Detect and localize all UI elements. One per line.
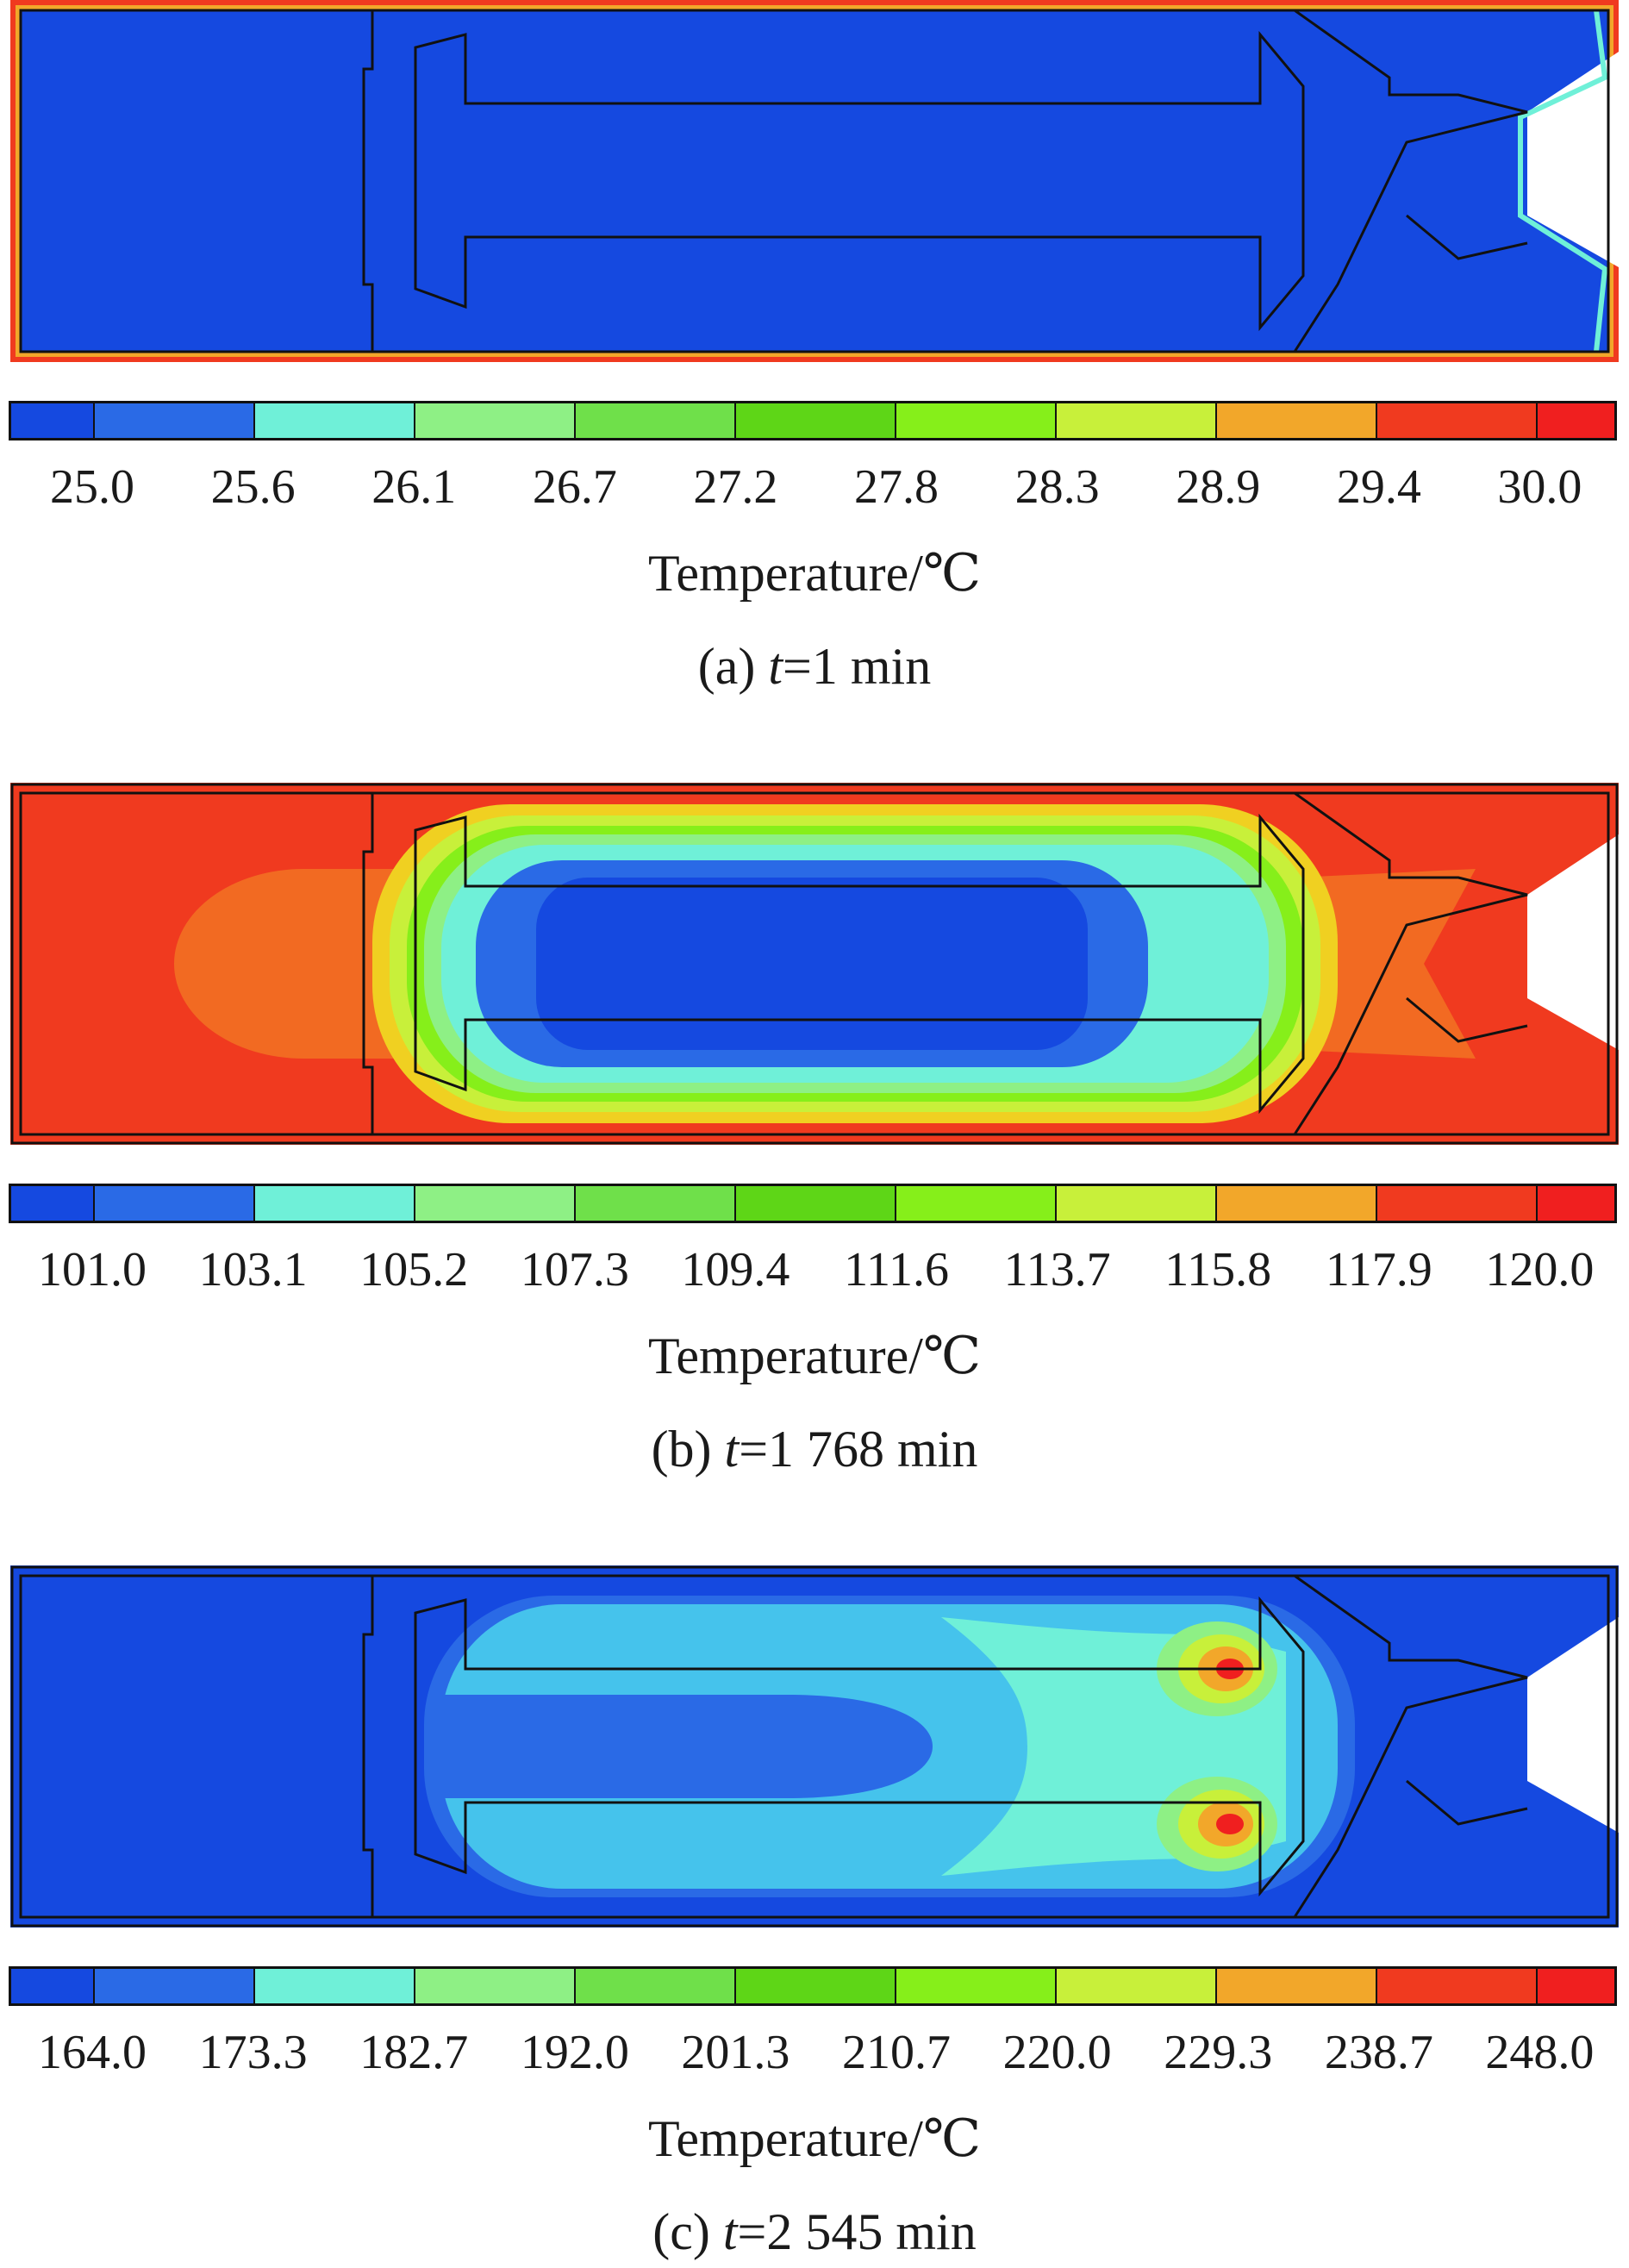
tick-label: 27.2 (693, 460, 778, 514)
colorbar-segment (1537, 1969, 1614, 2003)
tick-label: 25.6 (210, 460, 296, 514)
temperature-contour-c (10, 1565, 1619, 1927)
tick-label: 248.0 (1485, 2026, 1595, 2079)
colorbar-ticks-b: 101.0 103.1 105.2 107.3 109.4 111.6 113.… (9, 1240, 1617, 1300)
tick-label: 107.3 (520, 1243, 629, 1296)
colorbar-segment (415, 403, 576, 438)
caption-c: (c) t=2 545 min (0, 2202, 1629, 2262)
tick-label: 28.3 (1014, 460, 1100, 514)
tick-label: 105.2 (359, 1243, 469, 1296)
tick-label: 25.0 (50, 460, 135, 514)
tick-label: 26.1 (371, 460, 457, 514)
colorbar-segment (94, 403, 255, 438)
colorbar-segment (575, 403, 736, 438)
colorbar-segment (1376, 403, 1538, 438)
colorbar-segment (896, 403, 1057, 438)
tick-label: 164.0 (38, 2026, 147, 2079)
colorbar-unit-label-b: Temperature/℃ (647, 1328, 982, 1384)
tick-label: 30.0 (1497, 460, 1582, 514)
tick-label: 28.9 (1176, 460, 1261, 514)
colorbar-segment (1216, 403, 1377, 438)
colorbar-segment (11, 1969, 95, 2003)
tick-label: 238.7 (1324, 2026, 1433, 2079)
colorbar-segment (415, 1186, 576, 1221)
colorbar-segment (254, 1186, 415, 1221)
tick-label: 109.4 (681, 1243, 790, 1296)
colorbar-segment (735, 1969, 896, 2003)
colorbar-segment (735, 1186, 896, 1221)
colorbar-segment (94, 1186, 255, 1221)
tick-label: 117.9 (1325, 1243, 1432, 1296)
colorbar-segment (896, 1969, 1057, 2003)
tick-label: 192.0 (520, 2026, 629, 2079)
caption-prefix: (a) (697, 638, 769, 695)
colorbar-segment (1376, 1186, 1538, 1221)
colorbar-ticks-c: 164.0 173.3 182.7 192.0 201.3 210.7 220.… (9, 2022, 1617, 2083)
caption-value: =1 768 min (739, 1421, 978, 1478)
temperature-contour-b (10, 783, 1619, 1145)
colorbar-segment (1216, 1969, 1377, 2003)
colorbar-segment (254, 403, 415, 438)
colorbar-segment (896, 1186, 1057, 1221)
caption-b: (b) t=1 768 min (0, 1419, 1629, 1479)
caption-prefix: (b) (651, 1421, 725, 1478)
tick-label: 173.3 (198, 2026, 308, 2079)
tick-label: 210.7 (842, 2026, 952, 2079)
colorbar-b (9, 1184, 1617, 1223)
caption-variable: t (724, 1421, 740, 1478)
tick-label: 115.8 (1164, 1243, 1272, 1296)
tick-label: 201.3 (681, 2026, 790, 2079)
colorbar-segment (11, 1186, 95, 1221)
tick-label: 120.0 (1485, 1243, 1595, 1296)
colorbar-segment (1376, 1969, 1538, 2003)
colorbar-segment (415, 1969, 576, 2003)
tick-label: 111.6 (844, 1243, 949, 1296)
caption-value: =1 min (783, 638, 932, 695)
tick-label: 29.4 (1336, 460, 1421, 514)
colorbar-segment (1056, 1186, 1217, 1221)
caption-value: =2 545 min (737, 2203, 977, 2260)
colorbar-segment (254, 1969, 415, 2003)
colorbar-unit-label-c: Temperature/℃ (647, 2110, 982, 2167)
colorbar-segment (11, 403, 95, 438)
tick-label: 103.1 (198, 1243, 308, 1296)
caption-variable: t (768, 638, 783, 695)
tick-label: 101.0 (38, 1243, 147, 1296)
colorbar-segment (1537, 1186, 1614, 1221)
colorbar-segment (575, 1969, 736, 2003)
colorbar-segment (1537, 403, 1614, 438)
colorbar-a (9, 401, 1617, 440)
colorbar-segment (1056, 403, 1217, 438)
tick-label: 220.0 (1002, 2026, 1112, 2079)
tick-label: 113.7 (1003, 1243, 1111, 1296)
colorbar-unit-label-a: Temperature/℃ (647, 545, 982, 602)
colorbar-segment (575, 1186, 736, 1221)
caption-variable: t (722, 2203, 738, 2260)
colorbar-segment (1056, 1969, 1217, 2003)
colorbar-ticks-a: 25.0 25.6 26.1 26.7 27.2 27.8 28.3 28.9 … (9, 457, 1617, 517)
caption-a: (a) t=1 min (0, 636, 1629, 697)
tick-label: 229.3 (1164, 2026, 1273, 2079)
colorbar-c (9, 1966, 1617, 2006)
colorbar-segment (1216, 1186, 1377, 1221)
tick-label: 26.7 (532, 460, 617, 514)
tick-label: 27.8 (854, 460, 939, 514)
colorbar-segment (94, 1969, 255, 2003)
colorbar-segment (735, 403, 896, 438)
temperature-contour-a (10, 0, 1619, 362)
tick-label: 182.7 (359, 2026, 469, 2079)
caption-prefix: (c) (652, 2203, 723, 2260)
